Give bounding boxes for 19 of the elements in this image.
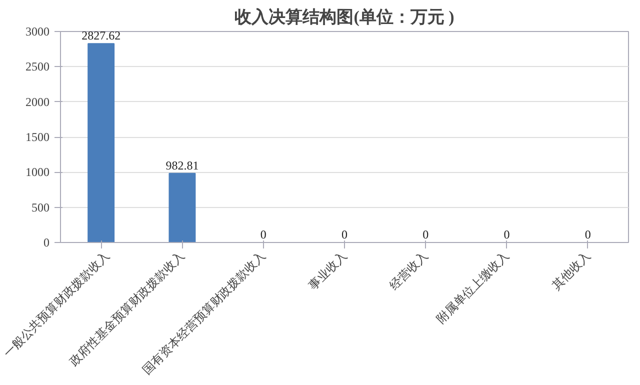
x-tick-label: 附属单位上缴收入 <box>434 248 512 326</box>
y-tick-label: 1000 <box>26 165 50 180</box>
y-tick-label: 2000 <box>26 94 50 109</box>
x-tick-label: 经营收入 <box>386 248 431 292</box>
data-label: 0 <box>342 228 348 242</box>
data-label: 2827.62 <box>82 28 121 43</box>
y-tick-label: 1500 <box>26 130 50 144</box>
data-label: 0 <box>422 228 429 242</box>
x-tick-label: 其他收入 <box>549 248 593 292</box>
y-tick-label: 3000 <box>26 24 50 38</box>
data-label: 0 <box>584 228 591 242</box>
data-label: 0 <box>260 228 266 242</box>
y-tick-label: 2500 <box>26 60 50 74</box>
chart-title: 收入决算结构图(单位：万元 ) <box>234 8 454 26</box>
y-tick-label: 0 <box>44 236 50 250</box>
y-tick-label: 500 <box>32 200 50 214</box>
x-tick-label: 事业收入 <box>306 248 350 292</box>
data-label: 982.81 <box>166 158 199 172</box>
data-label: 0 <box>504 228 510 242</box>
